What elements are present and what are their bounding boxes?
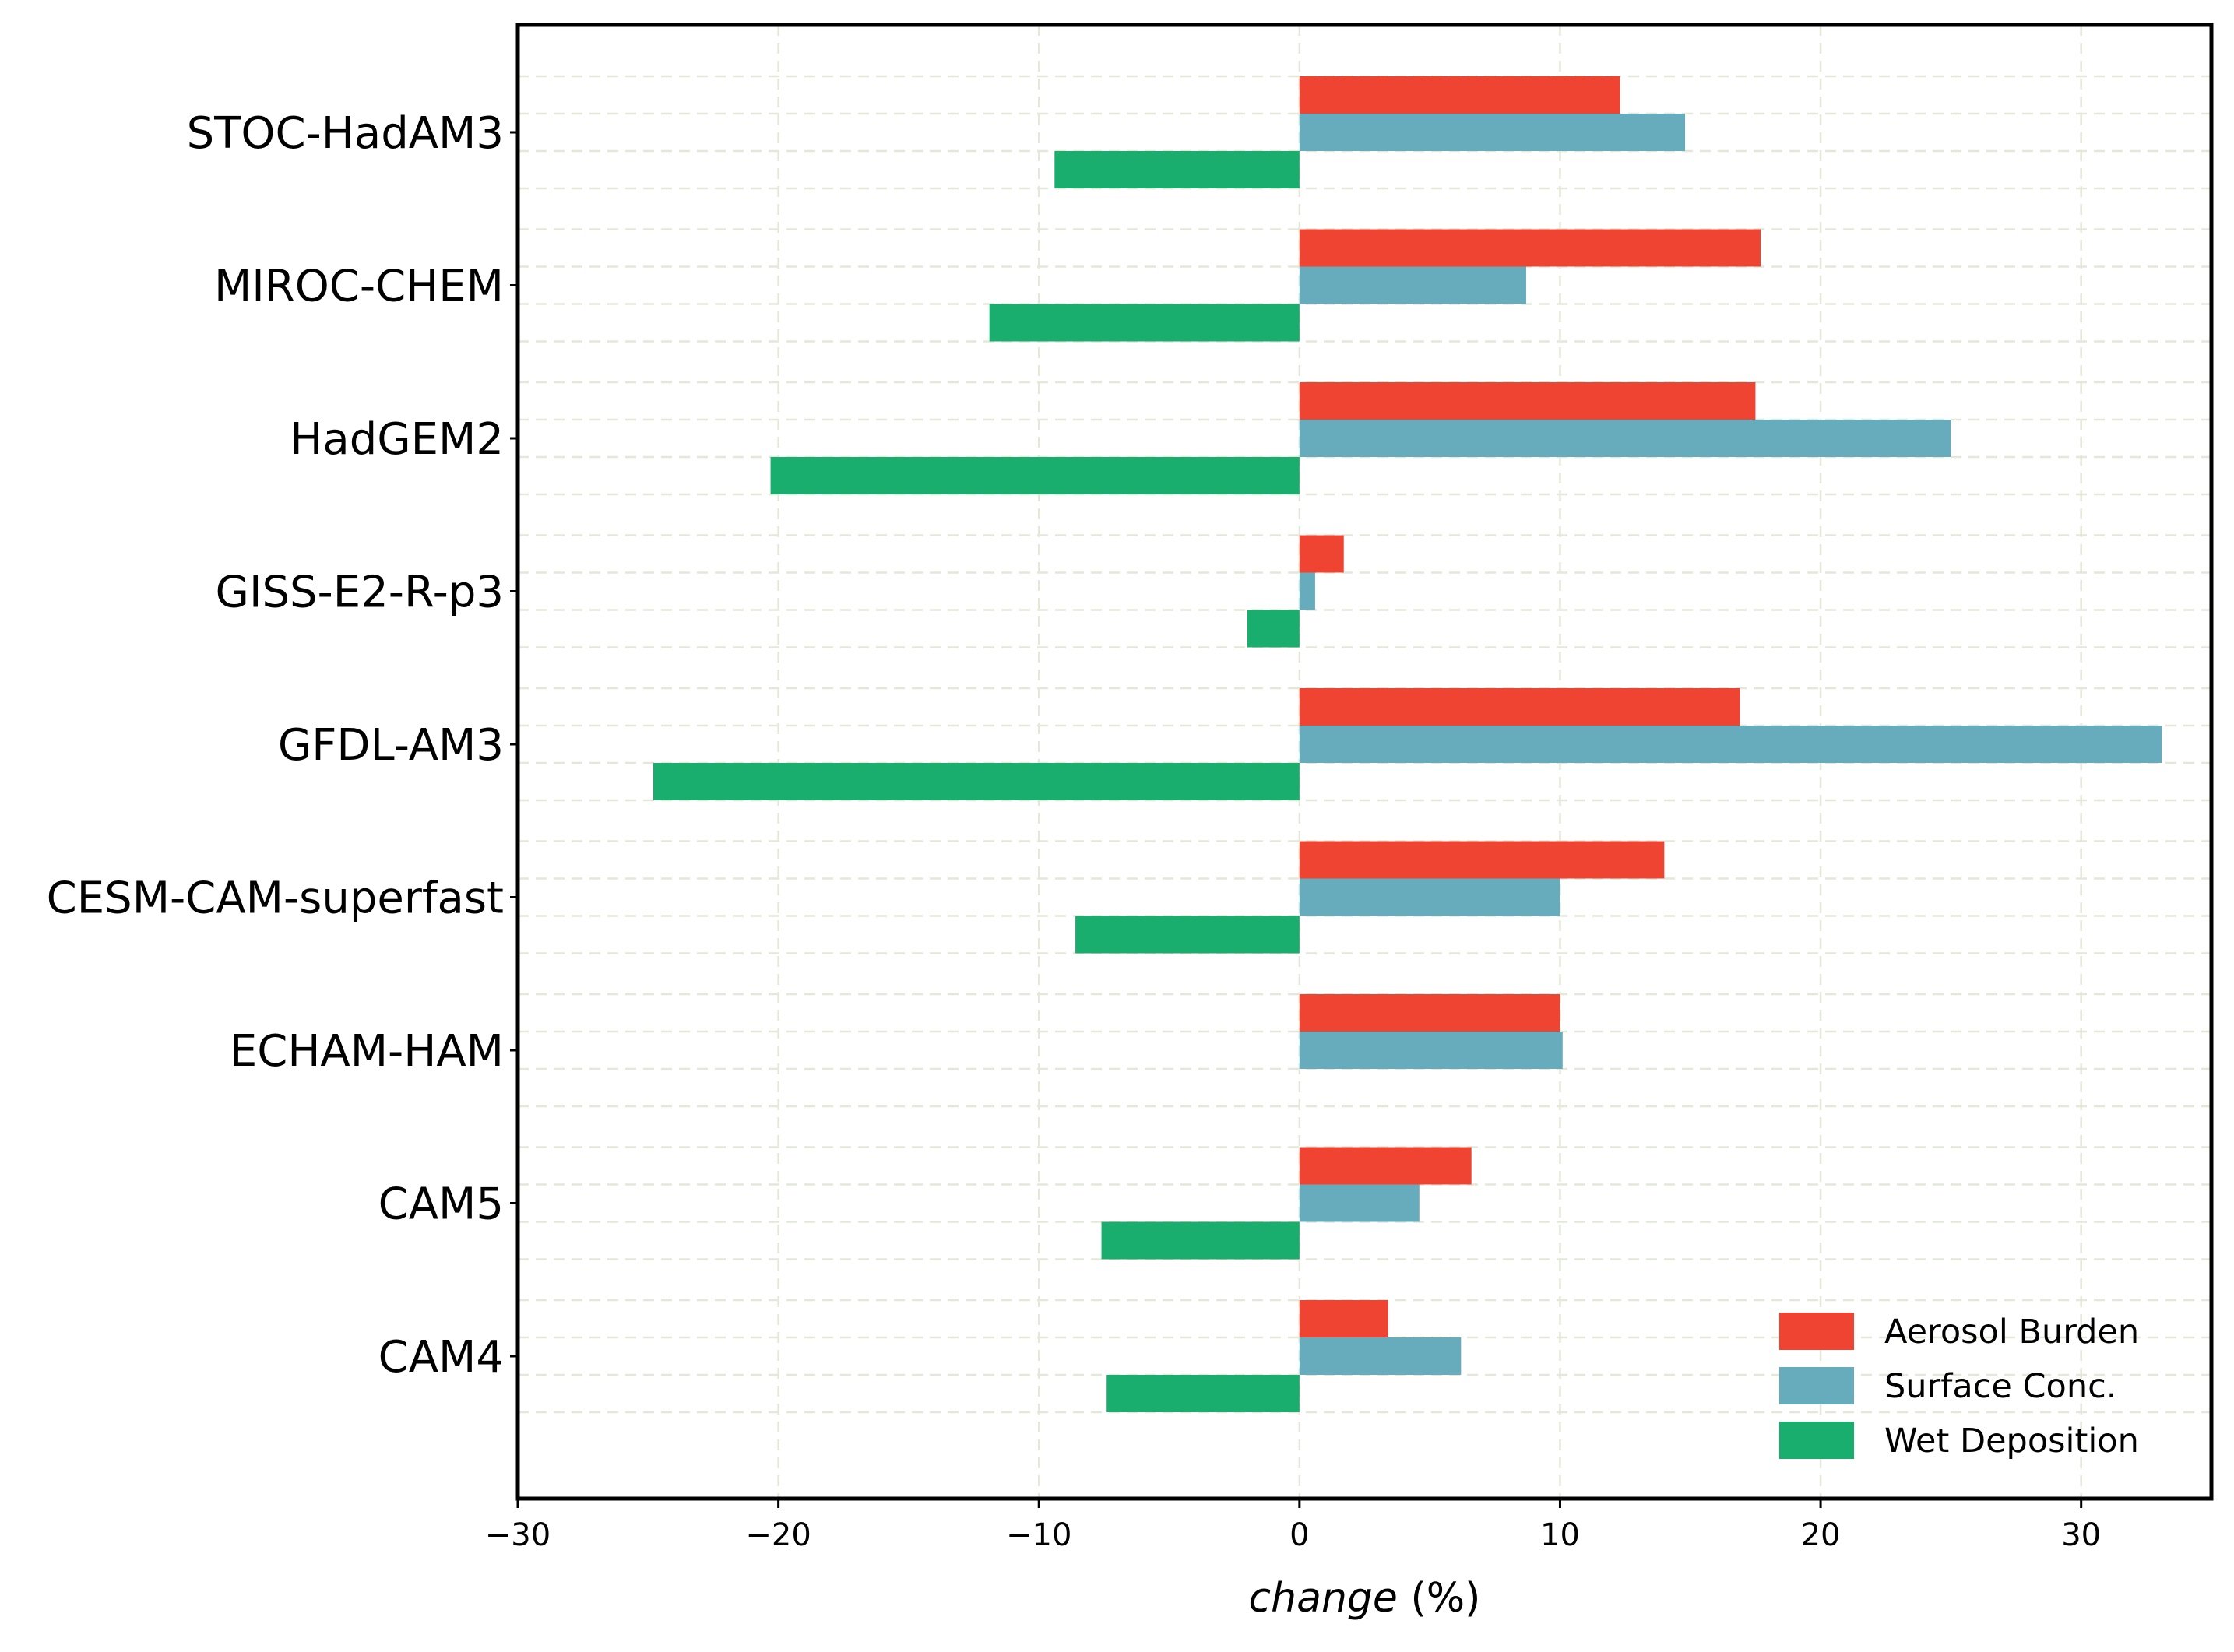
bar-wet-deposition-3 bbox=[1247, 610, 1300, 648]
bar-wet-deposition-7 bbox=[1101, 1221, 1300, 1260]
bar-aerosol-burden-3 bbox=[1299, 535, 1344, 573]
bar-wet-deposition-1 bbox=[989, 304, 1300, 342]
bar-surface-conc-8 bbox=[1299, 1337, 1462, 1375]
legend-label: Wet Deposition bbox=[1884, 1422, 2139, 1460]
x-tick-label: 20 bbox=[1801, 1517, 1841, 1553]
bar-wet-deposition-8 bbox=[1106, 1375, 1300, 1412]
legend-label: Aerosol Burden bbox=[1884, 1313, 2139, 1351]
legend-label: Surface Conc. bbox=[1884, 1367, 2116, 1406]
bar-aerosol-burden-7 bbox=[1299, 1147, 1472, 1185]
bar-wet-deposition-5 bbox=[1075, 916, 1300, 954]
bar-surface-conc-7 bbox=[1299, 1184, 1420, 1222]
bar-aerosol-burden-6 bbox=[1299, 994, 1560, 1032]
bar-wet-deposition-2 bbox=[770, 457, 1300, 494]
bar-aerosol-burden-1 bbox=[1299, 229, 1761, 267]
category-label: ECHAM-HAM bbox=[230, 1026, 504, 1077]
bar-wet-deposition-4 bbox=[653, 763, 1300, 800]
bar-surface-conc-3 bbox=[1299, 572, 1315, 610]
plot-frame bbox=[515, 23, 2214, 1501]
bar-aerosol-burden-5 bbox=[1299, 841, 1665, 879]
category-label: GISS-E2-R-p3 bbox=[216, 568, 504, 618]
x-tick-label: 0 bbox=[1289, 1517, 1309, 1553]
x-tick-label: −30 bbox=[485, 1517, 551, 1553]
bar-aerosol-burden-4 bbox=[1299, 688, 1740, 726]
bar-aerosol-burden-8 bbox=[1299, 1300, 1388, 1337]
category-label: MIROC-CHEM bbox=[214, 262, 504, 312]
bar-surface-conc-2 bbox=[1299, 420, 1951, 457]
x-tick-label: 30 bbox=[2061, 1517, 2101, 1553]
category-label: GFDL-AM3 bbox=[278, 720, 504, 771]
category-label: HadGEM2 bbox=[290, 414, 504, 465]
ticks-layer bbox=[510, 131, 2083, 1508]
bar-surface-conc-1 bbox=[1299, 266, 1526, 304]
legend: Aerosol Burden Surface Conc. Wet Depositio… bbox=[1779, 1313, 2139, 1460]
legend-swatch bbox=[1779, 1422, 1854, 1459]
x-axis-title-unit: (%) bbox=[1398, 1575, 1481, 1622]
bar-surface-conc-6 bbox=[1299, 1032, 1563, 1069]
labels-layer: STOC-HadAM3 MIROC-CHEM HadGEM2 GISS-E2-R-p3… bbox=[47, 108, 2101, 1553]
category-label: CAM4 bbox=[378, 1332, 504, 1383]
category-label: CESM-CAM-superfast bbox=[47, 873, 504, 924]
bars-layer bbox=[653, 76, 2162, 1412]
category-label: CAM5 bbox=[378, 1179, 504, 1230]
legend-swatch bbox=[1779, 1367, 1854, 1404]
bar-aerosol-burden-0 bbox=[1299, 76, 1620, 114]
x-tick-label: 10 bbox=[1540, 1517, 1580, 1553]
bar-surface-conc-4 bbox=[1299, 726, 2162, 763]
category-label: STOC-HadAM3 bbox=[187, 108, 504, 159]
x-tick-label: −20 bbox=[745, 1517, 811, 1553]
bar-aerosol-burden-2 bbox=[1299, 382, 1756, 420]
bar-surface-conc-0 bbox=[1299, 114, 1686, 151]
bar-wet-deposition-0 bbox=[1054, 151, 1300, 188]
bar-surface-conc-5 bbox=[1299, 878, 1560, 916]
legend-swatch bbox=[1779, 1313, 1854, 1350]
x-axis-title: change (%) bbox=[1249, 1575, 1481, 1622]
x-axis-title-italic: change bbox=[1249, 1575, 1398, 1622]
x-tick-label: −10 bbox=[1006, 1517, 1071, 1553]
